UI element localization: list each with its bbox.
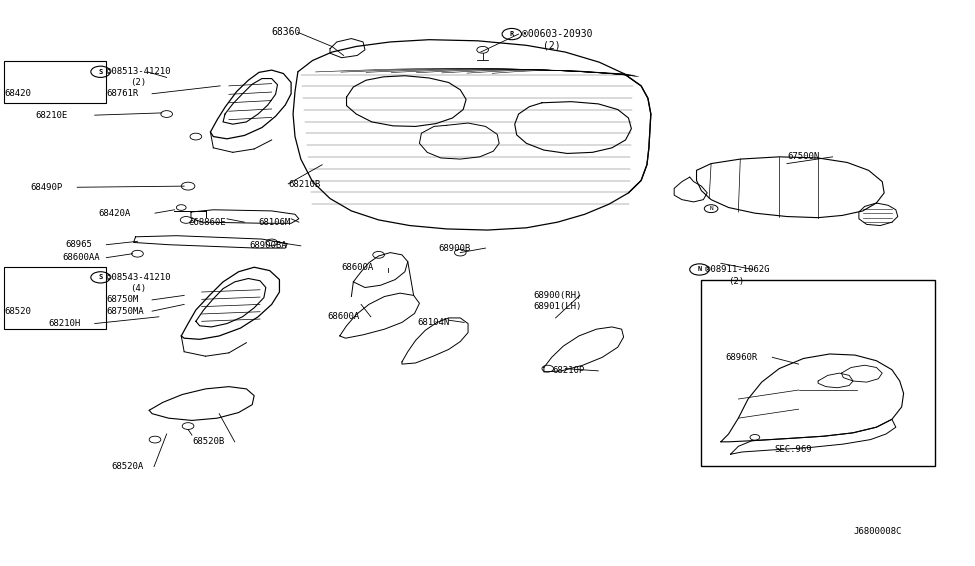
Text: 68960R: 68960R — [725, 353, 758, 362]
Text: 68520: 68520 — [4, 307, 31, 316]
Text: ®00603-20930: ®00603-20930 — [522, 29, 592, 39]
Text: N: N — [697, 267, 702, 272]
Text: 68600AA: 68600AA — [62, 253, 100, 262]
Text: S: S — [98, 69, 102, 75]
Text: 68600A: 68600A — [341, 263, 374, 272]
Text: 68520A: 68520A — [111, 462, 143, 471]
Text: 68600A: 68600A — [327, 312, 360, 321]
Text: ©08543-41210: ©08543-41210 — [106, 273, 171, 282]
Text: 68750MA: 68750MA — [106, 307, 144, 316]
Bar — [4, 267, 106, 329]
Text: 68106M: 68106M — [258, 218, 291, 226]
Text: 68900(RH): 68900(RH) — [533, 291, 581, 300]
Text: 68210P: 68210P — [553, 366, 585, 375]
Text: é68860E: é68860E — [188, 218, 225, 226]
Text: 68360: 68360 — [272, 27, 301, 37]
Text: 68104N: 68104N — [417, 318, 449, 327]
Text: (2): (2) — [728, 277, 745, 286]
Text: 68420A: 68420A — [98, 209, 131, 218]
Text: 68210H: 68210H — [48, 319, 80, 328]
Text: ©08513-41210: ©08513-41210 — [106, 67, 171, 76]
Text: J6800008C: J6800008C — [853, 528, 902, 537]
Text: S: S — [98, 275, 102, 280]
Text: 68520B: 68520B — [192, 438, 224, 447]
Text: 68490P: 68490P — [30, 183, 62, 192]
Text: 68901(LH): 68901(LH) — [533, 302, 581, 311]
Bar — [4, 61, 106, 103]
Text: 68965: 68965 — [65, 240, 93, 249]
Text: SEC.969: SEC.969 — [774, 445, 812, 454]
Text: (2): (2) — [543, 41, 561, 51]
Text: 68210B: 68210B — [289, 181, 321, 190]
Text: (2): (2) — [130, 78, 146, 87]
Text: N: N — [709, 206, 713, 211]
Text: 67500N: 67500N — [787, 152, 819, 161]
Text: 68900BA: 68900BA — [250, 241, 287, 250]
Bar — [701, 280, 935, 466]
Text: R: R — [510, 31, 514, 37]
Text: (4): (4) — [130, 284, 146, 293]
Text: 68900B: 68900B — [438, 243, 470, 252]
Text: ®08911-1062G: ®08911-1062G — [705, 265, 770, 274]
Text: 68420: 68420 — [4, 89, 31, 98]
Text: 68210E: 68210E — [35, 111, 67, 119]
Text: 68761R: 68761R — [106, 89, 138, 98]
Text: 68750M: 68750M — [106, 295, 138, 305]
